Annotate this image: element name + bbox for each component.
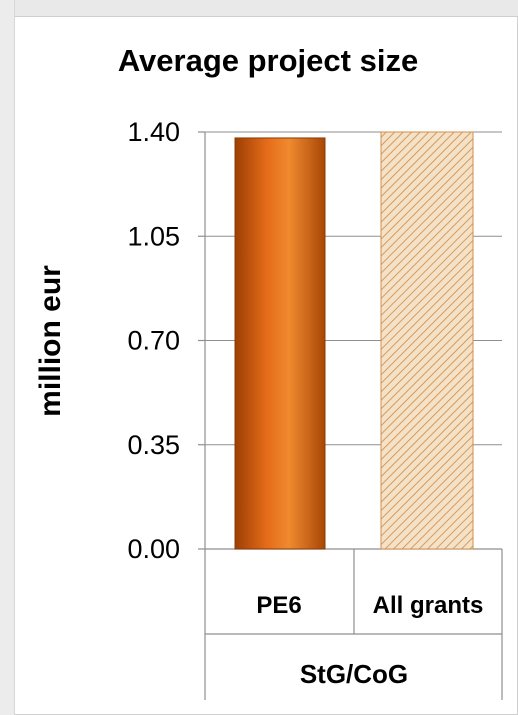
y-tick-label-0: 0.00	[127, 534, 180, 564]
chart-title: Average project size	[118, 43, 418, 78]
x-tick-label-pe6: PE6	[256, 592, 301, 619]
y-tick-label-2: 0.70	[127, 326, 180, 356]
bars	[234, 131, 474, 550]
bar-pe6	[234, 137, 326, 550]
group-label: StG/CoG	[300, 659, 408, 689]
bar-all-grants	[380, 131, 474, 550]
y-tick-label-4: 1.40	[127, 117, 180, 147]
y-tick-label-1: 0.35	[127, 430, 180, 460]
y-tick-labels: 0.00 0.35 0.70 1.05 1.40	[127, 117, 180, 564]
frame-left-border	[0, 0, 15, 715]
y-tick-label-3: 1.05	[127, 221, 180, 251]
frame-top-border	[0, 0, 518, 17]
y-axis-label: million eur	[34, 265, 67, 417]
x-tick-label-all-grants: All grants	[373, 592, 484, 619]
